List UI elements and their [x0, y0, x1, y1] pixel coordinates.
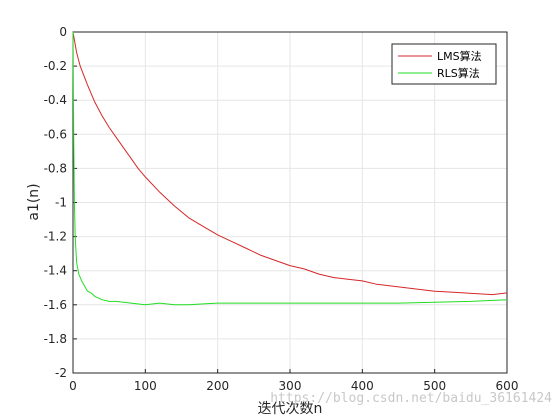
series-line-rls — [72, 31, 508, 306]
x-tick-labels: 0 100 200 300 400 500 600 — [69, 379, 518, 393]
x-tick-label: 100 — [134, 379, 157, 393]
x-tick-label: 300 — [279, 379, 302, 393]
y-tick-label: -0.8 — [44, 161, 67, 175]
x-tick-label: 500 — [423, 379, 446, 393]
watermark-text: https://blog.csdn.net/baidu_36161424 — [270, 391, 552, 406]
y-axis-label: a1(n) — [26, 183, 42, 220]
y-tick-labels: 0 -0.2 -0.4 -0.6 -0.8 -1 -1.2 -1.4 -1.6 -1.8 -2 — [44, 25, 67, 380]
y-tick-label: 0 — [59, 25, 67, 39]
legend-label-lms: LMS算法 — [437, 49, 482, 63]
x-tick-label: 200 — [206, 379, 229, 393]
x-tick-label: 600 — [496, 379, 519, 393]
y-tick-label: -1.4 — [44, 264, 67, 278]
plot-frame — [72, 31, 508, 374]
y-tick-label: -0.2 — [44, 59, 67, 73]
legend-label-rls: RLS算法 — [437, 66, 480, 80]
y-tick-label: -2 — [55, 366, 67, 380]
y-tick-label: -0.6 — [44, 127, 67, 141]
y-tick-label: -1.8 — [44, 332, 67, 346]
y-tick-label: -0.4 — [44, 93, 67, 107]
legend-box — [391, 43, 497, 85]
y-tick-label: -1 — [55, 196, 67, 210]
x-axis-label: 迭代次数n — [258, 401, 323, 417]
y-tick-label: -1.6 — [44, 298, 67, 312]
x-tick-label: 0 — [69, 379, 77, 393]
series-group — [72, 31, 508, 306]
x-tick-label: 400 — [351, 379, 374, 393]
series-line-lms — [72, 31, 508, 296]
y-tick-label: -1.2 — [44, 230, 67, 244]
legend: LMS算法 RLS算法 — [391, 43, 497, 85]
